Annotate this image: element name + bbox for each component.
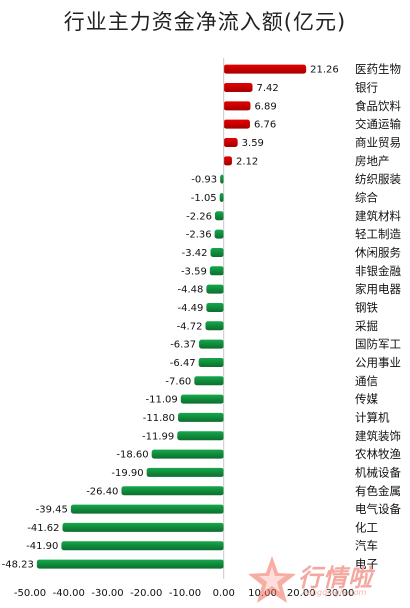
bar-15 <box>205 321 224 331</box>
value-label-11: -3.42 <box>182 248 208 259</box>
bar-2 <box>223 82 253 92</box>
category-label-25: 电气设备 <box>355 502 401 516</box>
x-tick-label-8: 20.00 <box>287 588 316 599</box>
bar-23 <box>146 467 224 477</box>
value-label-12: -3.59 <box>181 266 207 277</box>
value-label-28: -48.23 <box>2 560 34 571</box>
x-tick-label-2: -40.00 <box>53 588 85 599</box>
value-label-23: -19.90 <box>111 468 143 479</box>
value-label-14: -4.49 <box>177 303 203 314</box>
bar-6 <box>223 156 232 166</box>
category-label-18: 通信 <box>355 374 378 388</box>
bar-18 <box>194 376 224 386</box>
category-label-1: 医药生物 <box>355 62 401 76</box>
bar-5 <box>223 137 238 147</box>
bar-7 <box>220 174 224 184</box>
category-label-20: 计算机 <box>355 410 390 424</box>
bar-13 <box>206 284 224 294</box>
bar-27 <box>61 541 224 551</box>
category-label-16: 国防军工 <box>355 337 401 351</box>
value-label-24: -26.40 <box>86 486 118 497</box>
value-label-1: 21.26 <box>310 65 339 76</box>
category-label-19: 传媒 <box>355 392 378 406</box>
category-label-23: 机械设备 <box>355 465 401 479</box>
watermark: 行情啦 hangqingla.com <box>244 552 410 608</box>
value-label-17: -6.47 <box>170 358 196 369</box>
category-label-26: 化工 <box>355 520 378 534</box>
bar-19 <box>180 394 224 404</box>
value-label-16: -6.37 <box>170 340 196 351</box>
category-label-27: 汽车 <box>355 539 378 553</box>
category-label-2: 银行 <box>355 80 378 94</box>
category-label-8: 综合 <box>355 190 378 204</box>
bar-9 <box>214 211 224 221</box>
category-label-15: 采掘 <box>355 319 378 333</box>
bar-17 <box>198 357 224 367</box>
bar-28 <box>36 559 224 569</box>
category-label-11: 休闲服务 <box>355 245 401 259</box>
bar-8 <box>219 192 224 202</box>
bar-25 <box>70 504 224 514</box>
star-logo-icon <box>248 556 296 603</box>
value-label-18: -7.60 <box>165 376 191 387</box>
category-label-5: 商业贸易 <box>355 135 401 149</box>
bar-24 <box>121 486 224 496</box>
x-tick-label-5: -10.00 <box>169 588 201 599</box>
bar-12 <box>209 266 224 276</box>
bar-11 <box>210 247 224 257</box>
chart-title: 行业主力资金净流入额(亿元) <box>63 10 347 34</box>
x-tick-label-9: 30.00 <box>326 588 355 599</box>
value-label-5: 3.59 <box>242 138 264 149</box>
bar-14 <box>206 302 224 312</box>
value-label-13: -4.48 <box>178 285 204 296</box>
value-label-6: 2.12 <box>236 156 258 167</box>
value-label-21: -11.99 <box>142 431 174 442</box>
category-label-7: 纺织服装 <box>355 172 401 186</box>
category-label-14: 钢铁 <box>355 300 378 314</box>
x-tick-label-1: -50.00 <box>14 588 46 599</box>
category-label-6: 房地产 <box>355 154 390 168</box>
value-label-9: -2.26 <box>186 211 212 222</box>
category-label-17: 公用事业 <box>355 355 401 369</box>
value-label-19: -11.09 <box>146 395 178 406</box>
value-label-4: 6.76 <box>254 120 276 131</box>
category-label-22: 农林牧渔 <box>355 447 401 461</box>
watermark-text: 行情啦 <box>298 564 373 592</box>
category-label-4: 交通运输 <box>355 117 401 131</box>
value-label-2: 7.42 <box>257 83 279 94</box>
value-label-10: -2.36 <box>186 230 212 241</box>
x-tick-label-6: 0.00 <box>213 588 235 599</box>
category-label-3: 食品饮料 <box>355 99 401 113</box>
bar-1 <box>223 64 307 74</box>
watermark-url: hangqingla.com <box>302 588 367 597</box>
value-label-15: -4.72 <box>177 321 203 332</box>
category-label-9: 建筑材料 <box>355 209 401 223</box>
value-label-27: -41.90 <box>26 541 58 552</box>
value-label-7: -0.93 <box>191 175 217 186</box>
bar-21 <box>177 431 224 441</box>
value-label-3: 6.89 <box>254 101 276 112</box>
bars-layer: 21.26 医药生物 7.42 银行 6.89 食品饮料 6.76 交通运输 3.59 商业贸易 2… <box>2 62 402 571</box>
x-tick-label-4: -20.00 <box>130 588 162 599</box>
bar-10 <box>214 229 224 239</box>
bar-26 <box>62 522 224 532</box>
bar-4 <box>223 119 250 129</box>
category-label-10: 轻工制造 <box>355 227 401 241</box>
category-label-12: 非银金融 <box>355 264 401 278</box>
value-label-20: -11.80 <box>143 413 175 424</box>
category-label-21: 建筑装饰 <box>355 429 401 443</box>
category-label-13: 家用电器 <box>355 282 401 296</box>
bar-16 <box>199 339 224 349</box>
value-label-22: -18.60 <box>116 450 148 461</box>
value-label-25: -39.45 <box>36 505 68 516</box>
category-label-28: 电子 <box>355 557 378 571</box>
x-tick-label-3: -30.00 <box>91 588 123 599</box>
value-label-8: -1.05 <box>191 193 217 204</box>
bar-20 <box>178 412 224 422</box>
category-label-24: 有色金属 <box>355 484 401 498</box>
bar-3 <box>223 101 251 111</box>
bar-22 <box>151 449 224 459</box>
value-label-26: -41.62 <box>27 523 59 534</box>
